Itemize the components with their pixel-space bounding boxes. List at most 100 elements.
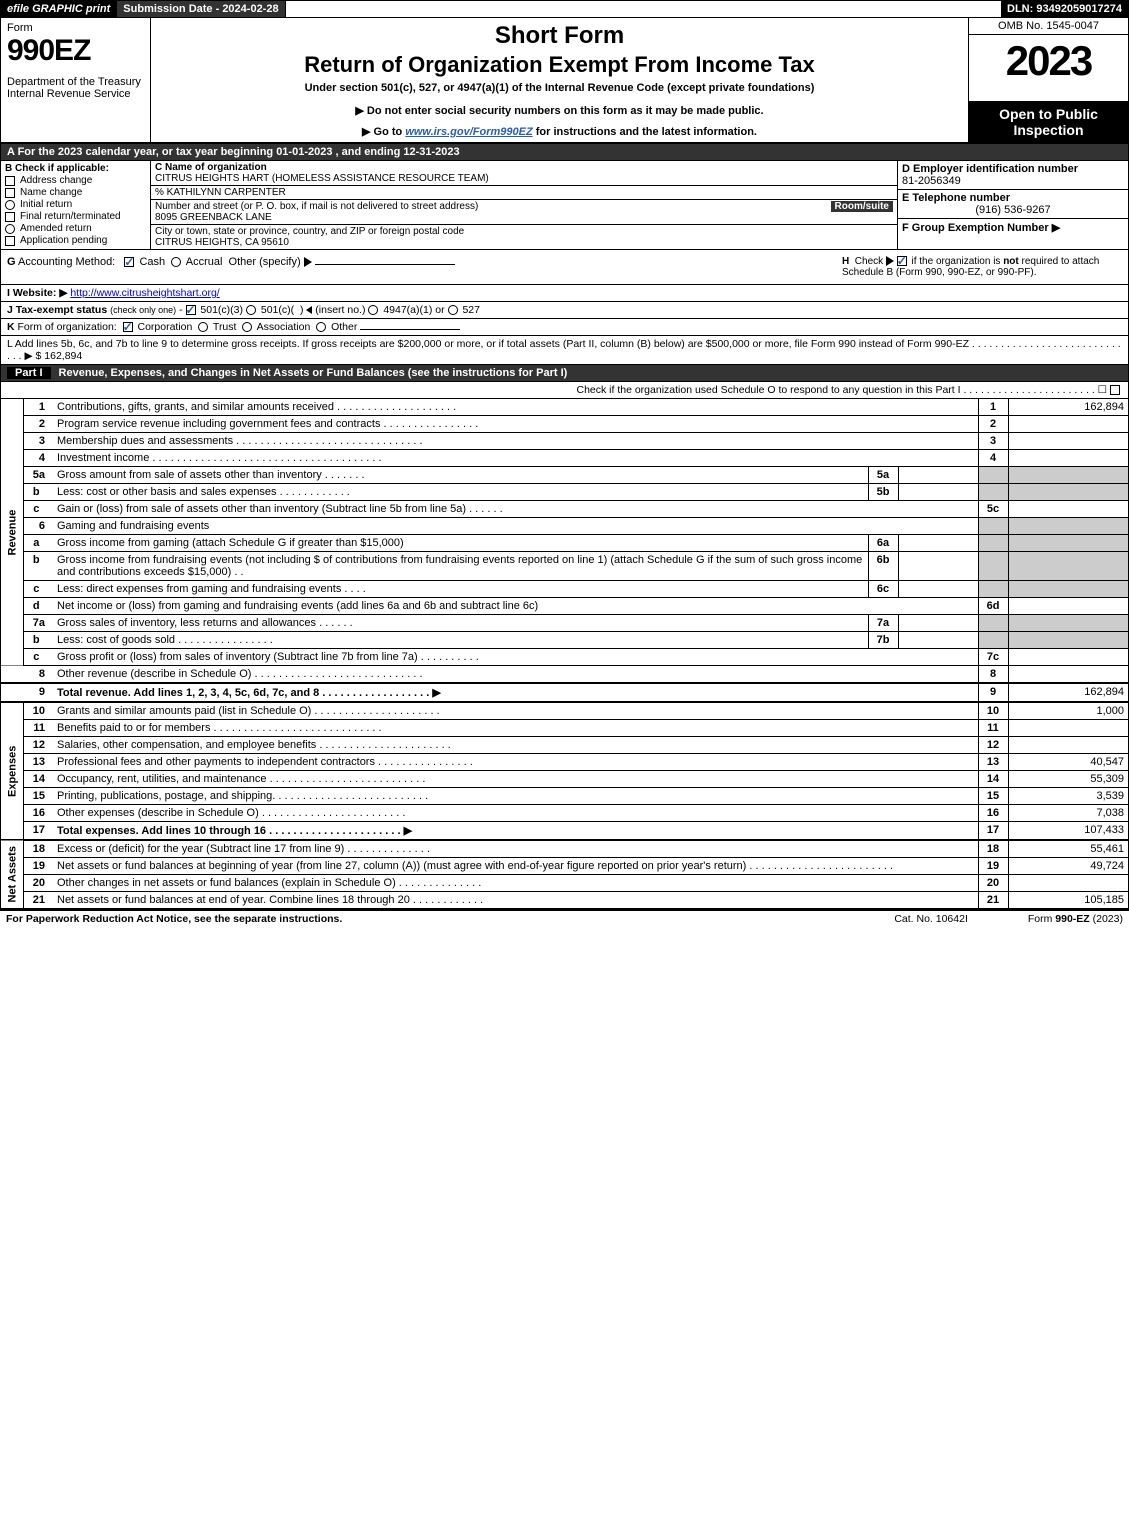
phone-value: (916) 536-9267 — [902, 204, 1124, 216]
cb-amended[interactable]: Amended return — [5, 223, 146, 234]
part1-check-o: Check if the organization used Schedule … — [1, 382, 1128, 399]
under-section: Under section 501(c), 527, or 4947(a)(1)… — [157, 82, 962, 94]
short-form-title: Short Form — [157, 22, 962, 50]
efile-label: efile GRAPHIC print — [1, 1, 117, 17]
header-left: Form 990EZ Department of the Treasury In… — [1, 18, 151, 142]
city-value: CITRUS HEIGHTS, CA 95610 — [155, 237, 289, 248]
part1-title: Revenue, Expenses, and Changes in Net As… — [59, 367, 568, 379]
donot-enter: ▶ Do not enter social security numbers o… — [157, 104, 962, 117]
line-13: 13Professional fees and other payments t… — [1, 754, 1128, 771]
cb-other[interactable] — [316, 322, 326, 332]
cb-501c3[interactable] — [186, 305, 196, 315]
line-4: 4Investment income . . . . . . . . . . .… — [1, 450, 1128, 467]
ein-label: D Employer identification number — [902, 163, 1078, 175]
line-9: 9Total revenue. Add lines 1, 2, 3, 4, 5c… — [1, 683, 1128, 702]
open-public: Open to Public Inspection — [969, 102, 1128, 142]
line-5a: 5aGross amount from sale of assets other… — [1, 467, 1128, 484]
line-7a: 7aGross sales of inventory, less returns… — [1, 615, 1128, 632]
org-name-label: C Name of organization — [155, 162, 267, 173]
tax-year: 2023 — [969, 35, 1128, 102]
col-def: D Employer identification number 81-2056… — [898, 161, 1128, 249]
line-1: Revenue 1 Contributions, gifts, grants, … — [1, 399, 1128, 416]
street-label: Number and street (or P. O. box, if mail… — [155, 201, 478, 212]
expenses-side: Expenses — [1, 702, 23, 840]
omb-number: OMB No. 1545-0047 — [969, 18, 1128, 35]
phone-block: E Telephone number (916) 536-9267 — [898, 190, 1128, 219]
cb-527[interactable] — [448, 305, 458, 315]
goto-prefix: ▶ Go to — [362, 126, 405, 138]
line-15: 15Printing, publications, postage, and s… — [1, 788, 1128, 805]
line-16: 16Other expenses (describe in Schedule O… — [1, 805, 1128, 822]
cb-initial-return[interactable]: Initial return — [5, 199, 146, 210]
footer-catno: Cat. No. 10642I — [894, 913, 968, 925]
arrow-left-icon — [306, 306, 312, 314]
header-mid: Short Form Return of Organization Exempt… — [151, 18, 968, 142]
row-gh: G Accounting Method: Cash Accrual Other … — [1, 250, 1128, 285]
line-10: Expenses 10Grants and similar amounts pa… — [1, 702, 1128, 720]
arrow-icon — [304, 257, 312, 267]
top-bar: efile GRAPHIC print Submission Date - 20… — [0, 0, 1129, 18]
website-label: I Website: ▶ — [7, 287, 67, 299]
goto-line: ▶ Go to www.irs.gov/Form990EZ for instru… — [157, 125, 962, 138]
department: Department of the Treasury Internal Reve… — [7, 76, 144, 100]
part1-label: Part I — [7, 367, 51, 379]
cb-trust[interactable] — [198, 322, 208, 332]
cb-501c[interactable] — [246, 305, 256, 315]
cb-cash[interactable] — [124, 257, 134, 267]
form-number: 990EZ — [7, 34, 144, 68]
cb-sched-b[interactable] — [897, 256, 907, 266]
line-20: 20Other changes in net assets or fund ba… — [1, 875, 1128, 892]
form-word: Form — [7, 22, 144, 34]
org-name-value: CITRUS HEIGHTS HART (HOMELESS ASSISTANCE… — [155, 173, 489, 184]
header-right: OMB No. 1545-0047 2023 Open to Public In… — [968, 18, 1128, 142]
row-gross-receipts: L Add lines 5b, 6c, and 7b to line 9 to … — [1, 336, 1128, 365]
ein-value: 81-2056349 — [902, 175, 961, 187]
col-c: C Name of organization CITRUS HEIGHTS HA… — [151, 161, 898, 249]
line-11: 11Benefits paid to or for members . . . … — [1, 720, 1128, 737]
cb-app-pending[interactable]: Application pending — [5, 235, 146, 246]
cb-address-change[interactable]: Address change — [5, 175, 146, 186]
line-12: 12Salaries, other compensation, and empl… — [1, 737, 1128, 754]
line-7c: cGross profit or (loss) from sales of in… — [1, 649, 1128, 666]
cb-schedule-o[interactable] — [1110, 385, 1120, 395]
line-5b: bLess: cost or other basis and sales exp… — [1, 484, 1128, 501]
line-21: 21Net assets or fund balances at end of … — [1, 892, 1128, 909]
cb-name-change[interactable]: Name change — [5, 187, 146, 198]
line-2: 2Program service revenue including gover… — [1, 416, 1128, 433]
line-5c: cGain or (loss) from sale of assets othe… — [1, 501, 1128, 518]
footer-left: For Paperwork Reduction Act Notice, see … — [6, 913, 342, 925]
row-website: I Website: ▶ http://www.citrusheightshar… — [1, 285, 1128, 302]
cb-4947[interactable] — [368, 305, 378, 315]
cb-corp[interactable] — [123, 322, 133, 332]
row-l-text: L Add lines 5b, 6c, and 7b to line 9 to … — [7, 338, 1121, 362]
row-form-of-org: K Form of organization: Corporation Trus… — [1, 319, 1128, 336]
line-14: 14Occupancy, rent, utilities, and mainte… — [1, 771, 1128, 788]
row-tax-exempt: J Tax-exempt status (check only one) - 5… — [1, 302, 1128, 319]
city-label: City or town, state or province, country… — [155, 226, 464, 237]
care-of-row: % KATHILYNN CARPENTER — [151, 186, 897, 200]
page-footer: For Paperwork Reduction Act Notice, see … — [0, 910, 1129, 927]
submission-date: Submission Date - 2024-02-28 — [117, 1, 285, 17]
revenue-table: Revenue 1 Contributions, gifts, grants, … — [1, 399, 1128, 909]
dln: DLN: 93492059017274 — [1001, 1, 1128, 17]
form-body: Form 990EZ Department of the Treasury In… — [0, 18, 1129, 910]
cb-assoc[interactable] — [242, 322, 252, 332]
cb-final-return[interactable]: Final return/terminated — [5, 211, 146, 222]
line-6b: bGross income from fundraising events (n… — [1, 552, 1128, 581]
line-18: Net Assets 18Excess or (deficit) for the… — [1, 840, 1128, 858]
phone-label: E Telephone number — [902, 192, 1010, 204]
irs-link[interactable]: www.irs.gov/Form990EZ — [405, 126, 532, 138]
line-8: 8Other revenue (describe in Schedule O) … — [1, 666, 1128, 684]
cb-accrual[interactable] — [171, 257, 181, 267]
line-3: 3Membership dues and assessments . . . .… — [1, 433, 1128, 450]
street-row: Number and street (or P. O. box, if mail… — [151, 200, 897, 225]
arrow-icon — [886, 256, 894, 266]
street-value: 8095 GREENBACK LANE — [155, 212, 272, 223]
netassets-side: Net Assets — [1, 840, 23, 909]
group-exemption: F Group Exemption Number ▶ — [898, 219, 1128, 236]
website-link[interactable]: http://www.citrusheightshart.org/ — [70, 287, 219, 299]
group-label: F Group Exemption Number ▶ — [902, 222, 1060, 234]
row-l-amount: 162,894 — [44, 350, 82, 362]
org-name-row: C Name of organization CITRUS HEIGHTS HA… — [151, 161, 897, 186]
part1-header: Part I Revenue, Expenses, and Changes in… — [1, 365, 1128, 382]
